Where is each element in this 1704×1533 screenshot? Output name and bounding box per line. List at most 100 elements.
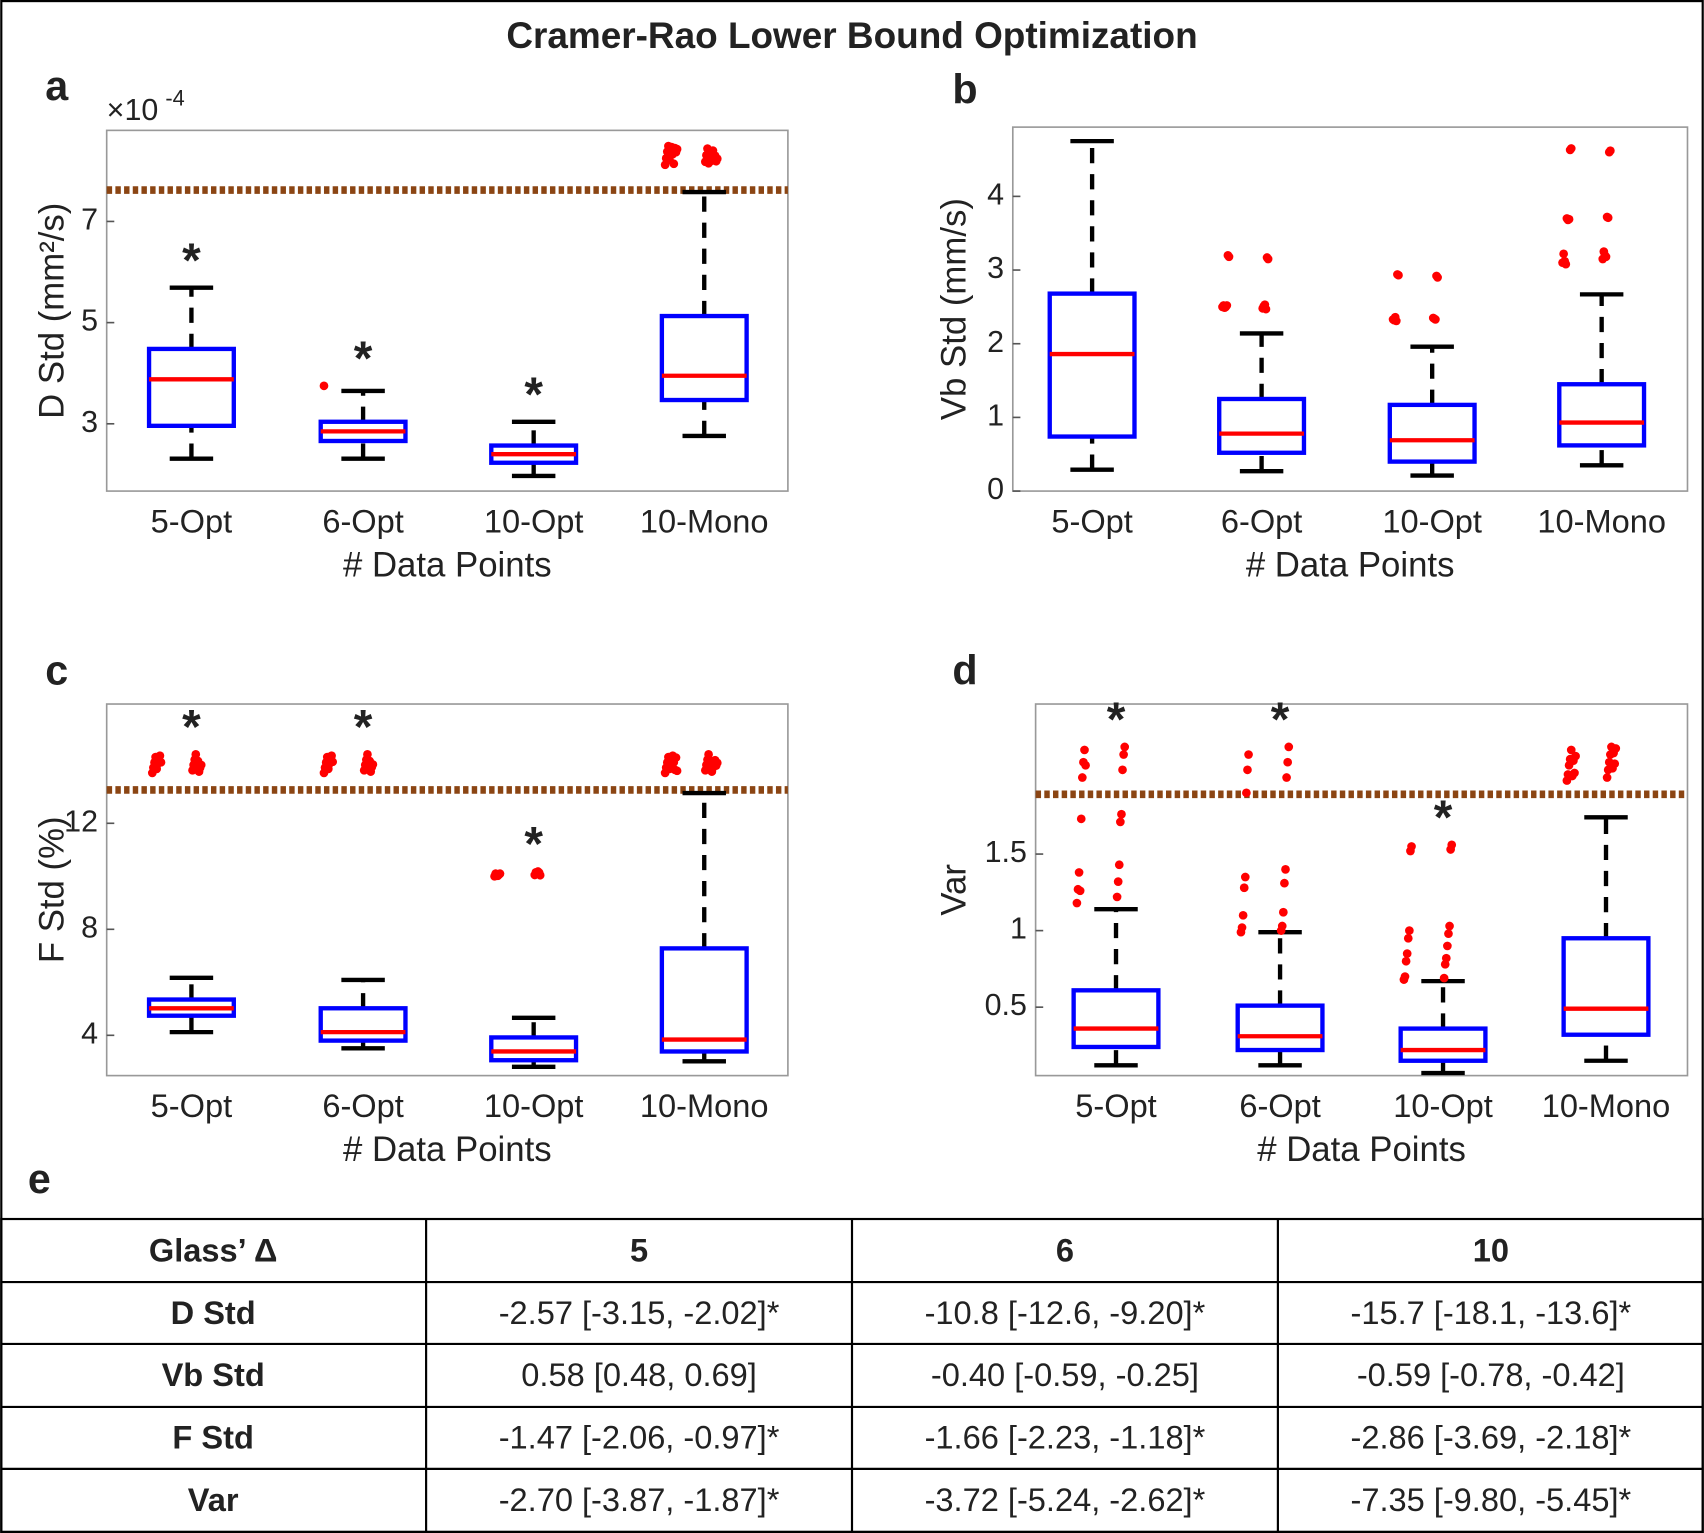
outlier	[1278, 907, 1288, 917]
box	[1235, 1003, 1325, 1053]
outlier	[1439, 973, 1449, 983]
table-header: 10	[1473, 1231, 1509, 1268]
axis-multiplier-exponent: -4	[165, 86, 184, 111]
outlier	[1603, 213, 1613, 223]
outlier	[1120, 742, 1130, 752]
outlier	[1403, 933, 1413, 943]
outlier	[535, 870, 545, 880]
panel-label: b	[952, 66, 977, 112]
significance-marker: *	[354, 333, 373, 386]
x-tick-label: 10-Mono	[640, 502, 769, 539]
x-axis-label: # Data Points	[1257, 1131, 1466, 1169]
outlier	[1222, 301, 1232, 310]
outlier	[1114, 860, 1124, 870]
outlier	[672, 766, 682, 776]
outlier	[319, 381, 329, 391]
significance-marker: *	[1107, 694, 1126, 747]
outlier	[368, 760, 378, 769]
x-tick-label: 10-Mono	[1537, 502, 1666, 539]
table-cell: 0.58 [0.48, 0.69]	[521, 1356, 756, 1393]
outlier	[1566, 144, 1576, 153]
x-axis-label: # Data Points	[343, 546, 552, 584]
x-tick-label: 5-Opt	[151, 1087, 232, 1124]
outlier	[495, 869, 505, 878]
outlier	[1281, 865, 1290, 874]
y-tick-label: 3	[81, 405, 98, 439]
table-cell: -0.59 [-0.78, -0.42]	[1357, 1356, 1625, 1393]
outlier	[1072, 898, 1082, 908]
outlier	[1284, 742, 1294, 752]
y-tick-label: 4	[81, 1016, 98, 1050]
outlier	[704, 750, 713, 759]
significance-marker: *	[182, 701, 201, 754]
axis-multiplier: ×10	[107, 93, 159, 127]
plot-area	[105, 703, 789, 1077]
outlier	[669, 159, 679, 169]
outlier	[363, 750, 372, 759]
y-tick-label: 7	[81, 202, 98, 236]
table-cell: -3.72 [-5.24, -2.62]*	[925, 1481, 1206, 1518]
outlier	[1447, 840, 1457, 850]
y-tick-label: 4	[987, 177, 1004, 211]
outlier	[1113, 877, 1123, 886]
x-tick-label: 10-Mono	[1542, 1087, 1671, 1124]
outlier	[1400, 972, 1410, 981]
outlier	[1441, 953, 1451, 963]
outlier	[1394, 270, 1403, 280]
outlier	[1433, 273, 1442, 282]
table-cell: -0.40 [-0.59, -0.25]	[931, 1356, 1199, 1393]
outlier	[1445, 921, 1454, 931]
y-tick-label: 2	[987, 325, 1004, 359]
y-tick-label: 8	[81, 910, 98, 944]
outlier	[1117, 809, 1126, 819]
outlier	[1242, 788, 1251, 798]
outlier	[712, 758, 722, 768]
outlier	[1601, 252, 1611, 262]
outlier	[1431, 315, 1440, 324]
outlier	[1112, 892, 1122, 902]
significance-marker: *	[1271, 694, 1290, 747]
box	[659, 313, 749, 403]
x-tick-label: 6-Opt	[322, 1087, 403, 1124]
table-row-header: Var	[188, 1481, 239, 1518]
significance-marker: *	[354, 701, 373, 754]
table-row-header: Vb Std	[162, 1356, 265, 1393]
plot-area	[1034, 703, 1689, 1077]
significance-marker: *	[524, 818, 543, 871]
outlier	[1402, 949, 1412, 958]
box	[489, 1035, 579, 1063]
outlier	[1564, 214, 1574, 224]
panel-label: d	[952, 648, 977, 694]
y-axis-label: F Std (%)	[34, 816, 72, 963]
table-cell: -10.8 [-12.6, -9.20]*	[925, 1294, 1206, 1331]
outlier	[672, 144, 682, 154]
outlier	[1283, 757, 1293, 767]
outlier	[1080, 745, 1089, 755]
outlier	[1561, 259, 1571, 269]
outlier	[1444, 929, 1453, 939]
table-header: Glass’ Δ	[149, 1231, 277, 1268]
outlier	[1263, 254, 1273, 264]
outlier	[1611, 744, 1621, 753]
outlier	[1602, 773, 1612, 782]
y-tick-label: 1	[987, 398, 1004, 432]
table-cell: -15.7 [-18.1, -13.6]*	[1350, 1294, 1631, 1331]
x-tick-label: 5-Opt	[1075, 1087, 1156, 1124]
y-tick-label: 0.5	[985, 988, 1027, 1022]
outlier	[155, 751, 165, 761]
outlier	[1237, 923, 1247, 932]
outlier	[1118, 765, 1127, 775]
outlier	[1606, 146, 1615, 156]
panel-label: c	[45, 648, 68, 694]
panel-label: a	[45, 63, 69, 109]
box	[1047, 291, 1137, 439]
outlier	[1238, 910, 1248, 920]
table-cell: -7.35 [-9.80, -5.45]*	[1350, 1481, 1631, 1518]
table-cell: -2.70 [-3.87, -1.87]*	[499, 1481, 780, 1518]
y-tick-label: 0	[987, 472, 1004, 506]
x-tick-label: 10-Opt	[484, 502, 584, 539]
outlier	[1571, 751, 1580, 761]
x-tick-label: 10-Opt	[1382, 502, 1482, 539]
